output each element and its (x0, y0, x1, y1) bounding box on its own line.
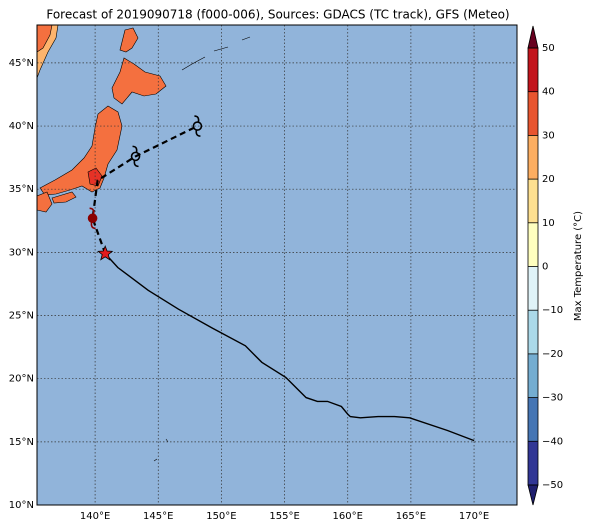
colorbar-tick-label: 50 (542, 43, 555, 54)
colorbar-bin (528, 266, 538, 311)
current-position (97, 244, 114, 261)
colorbar-over (527, 25, 539, 49)
sakhalin (119, 27, 139, 53)
cyclone-arm (90, 222, 96, 230)
lat-tick-label: 25°N (9, 311, 34, 322)
colorbar-bin (528, 441, 538, 485)
lat-tick-label: 10°N (9, 500, 34, 511)
cyclone-symbol (192, 115, 203, 137)
hokkaido (111, 57, 167, 105)
colorbar-tick-label: 20 (542, 174, 555, 185)
colorbar-bin (528, 310, 538, 354)
colorbar-bin (528, 48, 538, 92)
colorbar-tick-label: −30 (542, 393, 563, 404)
colorbar: −50 −40 −30 −20 −10 0 10 20 30 40 50 (527, 25, 563, 506)
colorbar-tick-label: −40 (542, 436, 563, 447)
colorbar-tick-label: −50 (542, 480, 563, 491)
lon-tick-label: 155°E (269, 511, 299, 522)
cyclone-arm (89, 207, 95, 215)
cyclone-core (130, 151, 141, 162)
kuril-islands (213, 46, 229, 52)
title: Forecast of 2019090718 (f000-006), Sourc… (46, 8, 509, 22)
kyushu (37, 191, 53, 213)
cyclone-core (192, 121, 203, 131)
lon-tick-label: 140°E (80, 511, 110, 522)
colorbar-tick-label: 0 (542, 262, 548, 273)
lon-tick-label: 150°E (206, 511, 236, 522)
cyclone-arm (133, 160, 139, 168)
lon-tick-label: 165°E (396, 511, 426, 522)
ocean (37, 25, 517, 505)
tracks (87, 115, 475, 442)
colorbar-tick-label: −20 (542, 349, 563, 360)
lat-tick-label: 40°N (9, 121, 34, 132)
colorbar-tick-label: −10 (542, 305, 563, 316)
colorbar-bin (528, 397, 538, 442)
colorbar-tick-label: 40 (542, 87, 555, 98)
lat-tick-label: 35°N (9, 184, 34, 195)
colorbar-under (527, 484, 539, 506)
lon-tick-label: 160°E (333, 511, 363, 522)
shikoku (51, 191, 77, 204)
forecast-track (91, 125, 198, 254)
colorbar-label: Max Temperature (°C) (573, 211, 584, 321)
cyclone-arm (195, 129, 201, 137)
colorbar-bin (528, 135, 538, 180)
island (153, 458, 158, 462)
colorbar-bin (528, 353, 538, 398)
lat-tick-label: 15°N (9, 437, 34, 448)
cyclone-symbol (87, 207, 98, 230)
colorbar-tick-label: 10 (542, 218, 555, 229)
colorbar-bin (528, 91, 538, 136)
lat-tick-label: 45°N (9, 58, 34, 69)
mainland-coast (37, 25, 53, 53)
past-track (104, 253, 475, 442)
kuril-islands (181, 56, 206, 71)
cyclone-core (87, 213, 98, 224)
kuril-islands (241, 36, 251, 41)
cyclone-symbol (130, 145, 141, 168)
lon-tick-label: 170°E (459, 511, 489, 522)
colorbar-bin (528, 179, 538, 223)
colorbar-bin (528, 222, 538, 267)
cyclone-arm (194, 115, 200, 123)
lat-tick-label: 20°N (9, 374, 34, 385)
land (37, 25, 251, 462)
map-frame (36, 24, 518, 506)
lon-tick-label: 145°E (143, 511, 173, 522)
lat-tick-label: 30°N (9, 247, 34, 258)
cyclone-arm (132, 145, 138, 153)
colorbar-tick-label: 30 (542, 130, 555, 141)
